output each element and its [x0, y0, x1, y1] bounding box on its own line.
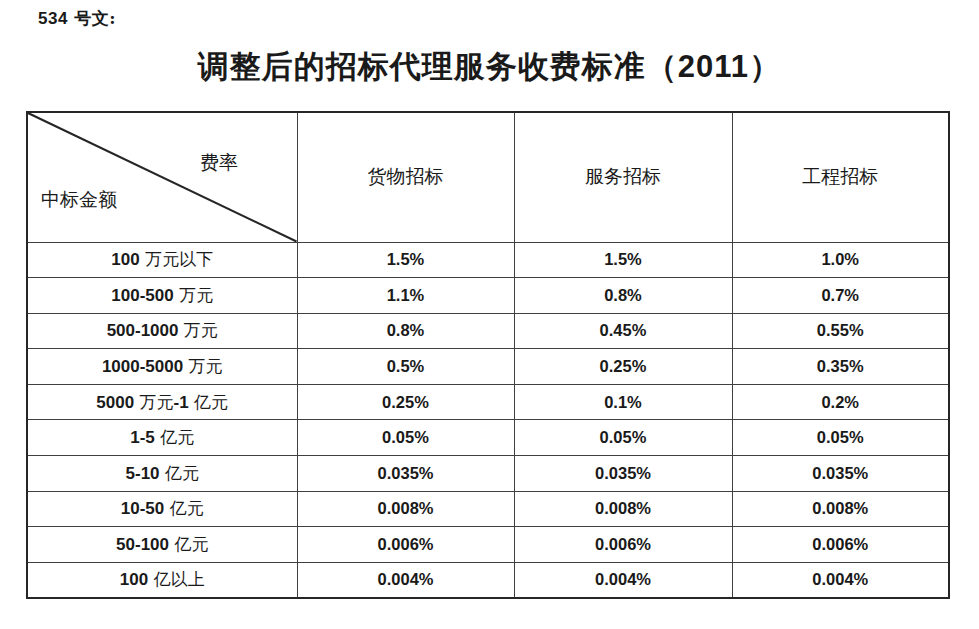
row-label: 100 万元以下: [27, 242, 297, 278]
rate-cell: 0.7%: [732, 278, 949, 314]
rate-cell: 0.1%: [514, 384, 732, 420]
fee-rate-table: 费率 中标金额 货物招标 服务招标 工程招标 100 万元以下 1.5% 1.5…: [26, 111, 950, 599]
rate-cell: 0.35%: [732, 349, 949, 385]
row-label: 10-50 亿元: [27, 491, 297, 527]
rate-cell: 0.008%: [732, 491, 949, 527]
rate-cell: 0.008%: [297, 491, 514, 527]
rate-cell: 0.5%: [297, 349, 514, 385]
rate-cell: 0.004%: [732, 562, 949, 598]
row-label: 5-10 亿元: [27, 456, 297, 492]
row-label: 1000-5000 万元: [27, 349, 297, 385]
table-row: 1-5 亿元 0.05% 0.05% 0.05%: [27, 420, 949, 456]
rate-cell: 1.1%: [297, 278, 514, 314]
table-row: 10-50 亿元 0.008% 0.008% 0.008%: [27, 491, 949, 527]
rate-cell: 0.2%: [732, 384, 949, 420]
table-row: 500-1000 万元 0.8% 0.45% 0.55%: [27, 313, 949, 349]
rate-cell: 0.035%: [297, 456, 514, 492]
row-label: 100 亿以上: [27, 562, 297, 598]
column-header-service: 服务招标: [514, 112, 732, 242]
diagonal-divider-line: [28, 113, 297, 242]
table-row: 5000 万元-1 亿元 0.25% 0.1% 0.2%: [27, 384, 949, 420]
rate-cell: 0.006%: [297, 527, 514, 563]
rate-cell: 0.55%: [732, 313, 949, 349]
rate-cell: 0.006%: [732, 527, 949, 563]
row-label: 100-500 万元: [27, 278, 297, 314]
rate-cell: 0.004%: [297, 562, 514, 598]
rate-cell: 1.5%: [297, 242, 514, 278]
rate-cell: 0.008%: [514, 491, 732, 527]
table-row: 100-500 万元 1.1% 0.8% 0.7%: [27, 278, 949, 314]
corner-label-rate: 费率: [200, 150, 238, 176]
corner-header-cell: 费率 中标金额: [27, 112, 297, 242]
rate-cell: 0.25%: [297, 384, 514, 420]
row-label: 1-5 亿元: [27, 420, 297, 456]
rate-cell: 0.05%: [297, 420, 514, 456]
rate-cell: 0.45%: [514, 313, 732, 349]
rate-cell: 0.035%: [732, 456, 949, 492]
rate-cell: 0.006%: [514, 527, 732, 563]
rate-cell: 0.05%: [732, 420, 949, 456]
table-row: 100 万元以下 1.5% 1.5% 1.0%: [27, 242, 949, 278]
rate-cell: 0.25%: [514, 349, 732, 385]
table-row: 1000-5000 万元 0.5% 0.25% 0.35%: [27, 349, 949, 385]
rate-cell: 0.05%: [514, 420, 732, 456]
row-label: 500-1000 万元: [27, 313, 297, 349]
column-header-engineering: 工程招标: [732, 112, 949, 242]
table-row: 50-100 亿元 0.006% 0.006% 0.006%: [27, 527, 949, 563]
rate-cell: 0.8%: [297, 313, 514, 349]
rate-cell: 1.0%: [732, 242, 949, 278]
table-header-row: 费率 中标金额 货物招标 服务招标 工程招标: [27, 112, 949, 242]
row-label: 50-100 亿元: [27, 527, 297, 563]
table-row: 100 亿以上 0.004% 0.004% 0.004%: [27, 562, 949, 598]
rate-cell: 1.5%: [514, 242, 732, 278]
column-header-goods: 货物招标: [297, 112, 514, 242]
page-title: 调整后的招标代理服务收费标准（2011）: [0, 46, 979, 88]
rate-cell: 0.004%: [514, 562, 732, 598]
doc-number: 534 号文:: [38, 7, 116, 30]
rate-cell: 0.035%: [514, 456, 732, 492]
rate-cell: 0.8%: [514, 278, 732, 314]
corner-label-amount: 中标金额: [41, 187, 117, 213]
row-label: 5000 万元-1 亿元: [27, 384, 297, 420]
table-row: 5-10 亿元 0.035% 0.035% 0.035%: [27, 456, 949, 492]
